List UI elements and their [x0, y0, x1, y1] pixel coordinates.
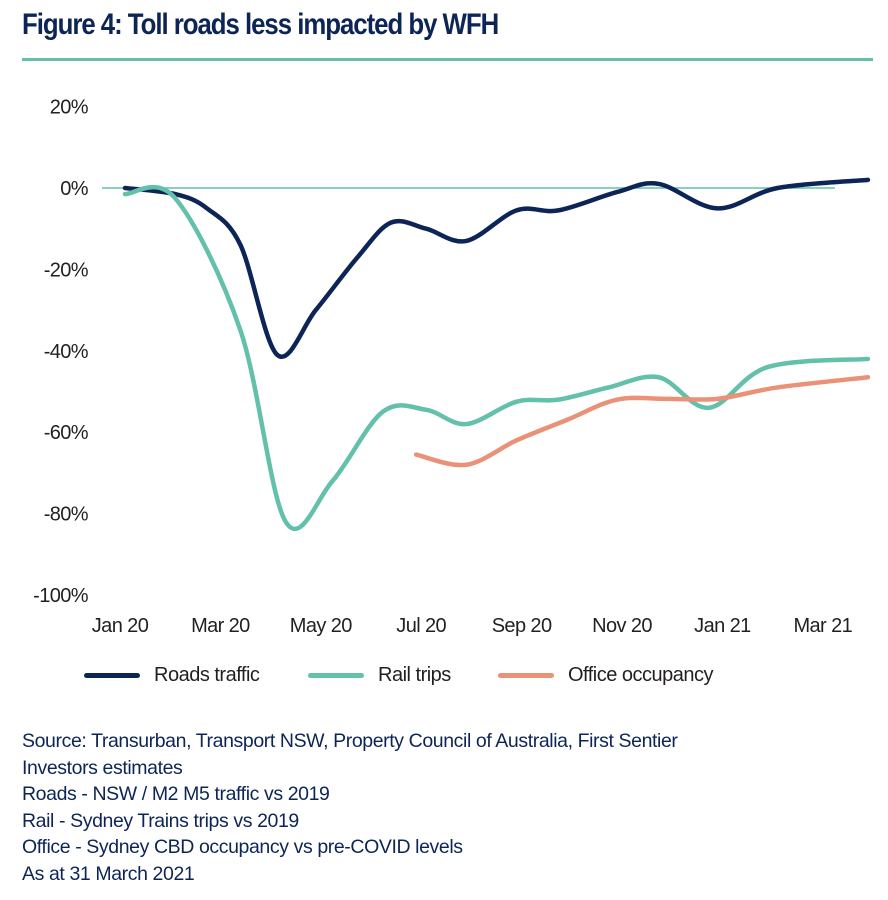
x-tick-label: Mar 20 — [191, 615, 250, 637]
note-line: Source: Transurban, Transport NSW, Prope… — [22, 730, 678, 752]
chart-title: Figure 4: Toll roads less impacted by WF… — [22, 8, 499, 41]
title-rule — [22, 58, 873, 61]
y-tick-label: -20% — [44, 259, 89, 281]
x-tick-label: Jul 20 — [396, 615, 446, 637]
legend-item-rail: Rail trips — [308, 664, 451, 687]
legend-label: Office occupancy — [568, 664, 714, 686]
x-tick-label: Sep 20 — [492, 615, 552, 637]
note-line: Rail - Sydney Trains trips vs 2019 — [22, 809, 299, 832]
legend: Roads traffic Rail trips Office occupanc… — [0, 664, 888, 694]
note-line: As at 31 March 2021 — [22, 862, 195, 885]
legend-swatch-rail — [308, 673, 364, 678]
rail-trips-line — [122, 184, 871, 532]
office-occupancy-line — [413, 375, 871, 468]
x-tick-label: Jan 21 — [694, 615, 751, 637]
note-line: Office - Sydney CBD occupancy vs pre-COV… — [22, 836, 463, 858]
x-tick-label: Mar 21 — [793, 615, 852, 637]
y-tick-label: -100% — [33, 585, 89, 607]
y-tick-label: -80% — [44, 504, 89, 526]
x-tick-label: May 20 — [290, 615, 352, 637]
legend-swatch-roads — [84, 673, 140, 678]
source-notes: Source: Transurban, Transport NSW, Prope… — [22, 728, 678, 887]
x-tick-label: Nov 20 — [592, 615, 652, 637]
legend-label: Roads traffic — [154, 664, 260, 686]
line-chart: 20% 0% -20% -40% -60% -80% -100%Jan 20 Mar 20 Ma… — [33, 97, 871, 637]
legend-item-roads: Roads traffic — [84, 664, 260, 687]
legend-item-office: Office occupancy — [498, 664, 714, 687]
note-line: Roads - NSW / M2 M5 traffic vs 2019 — [22, 783, 330, 805]
legend-swatch-office — [498, 673, 554, 678]
y-tick-label: -40% — [44, 341, 89, 363]
y-tick-label: -60% — [44, 422, 89, 444]
note-line: Investors estimates — [22, 756, 183, 779]
legend-label: Rail trips — [378, 664, 451, 686]
y-tick-label: 0% — [60, 178, 89, 200]
y-tick-label: 20% — [50, 97, 89, 119]
roads-traffic-line — [122, 177, 871, 359]
x-tick-label: Jan 20 — [92, 615, 149, 637]
